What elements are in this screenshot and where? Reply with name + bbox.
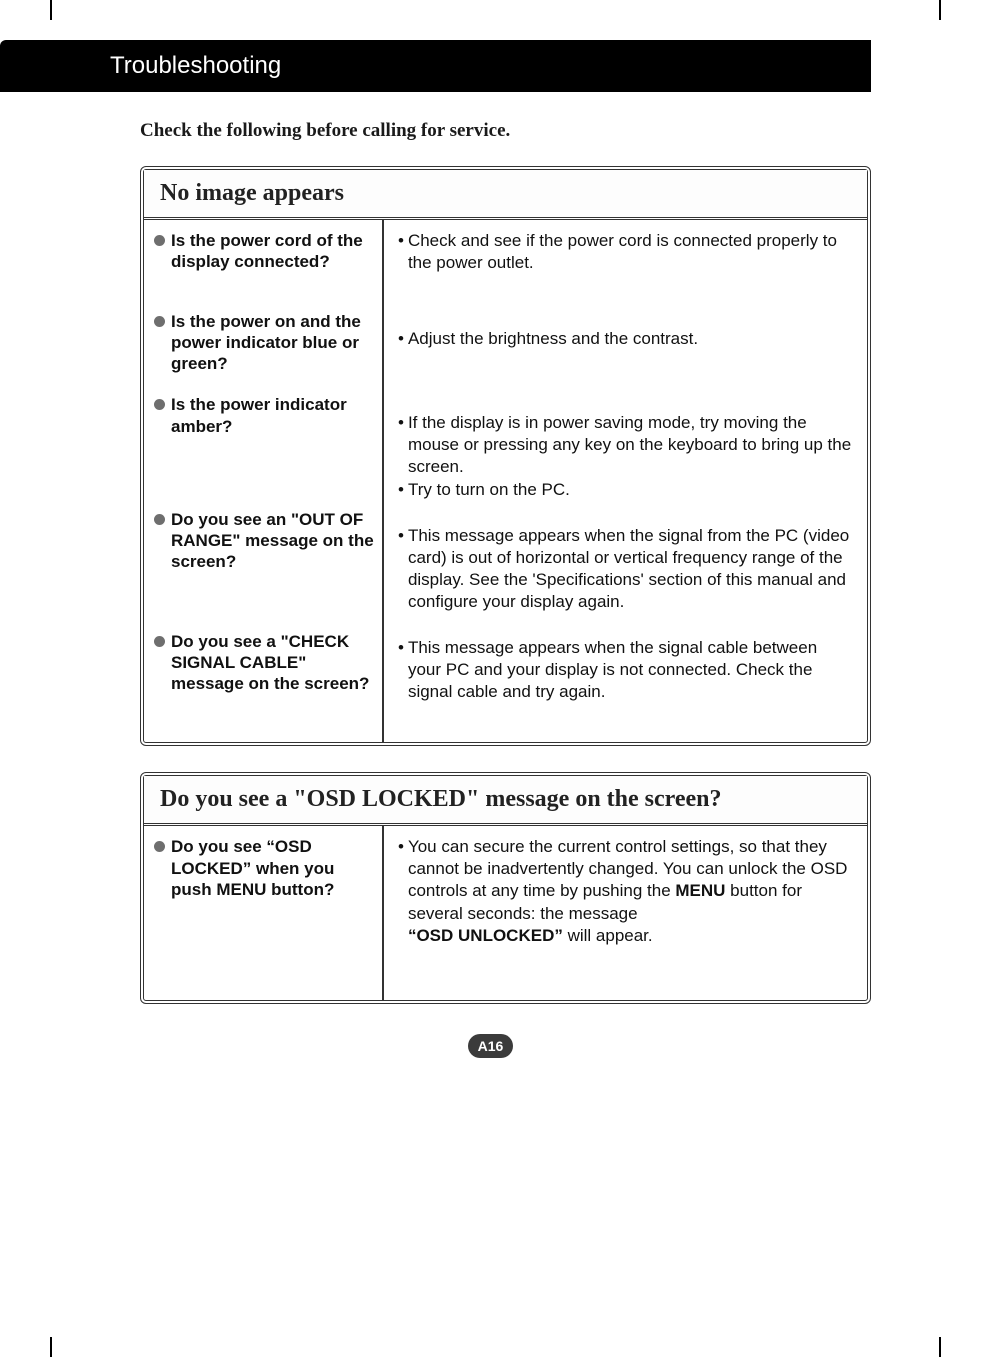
bullet-icon (154, 514, 165, 525)
a-indicator-amber-1: •If the display is in power saving mode,… (398, 412, 853, 478)
box1-header: No image appears (144, 170, 867, 220)
page-number: A16 (110, 1034, 871, 1058)
troubleshoot-box-no-image: No image appears Is the power cord of th… (140, 166, 871, 746)
a-out-of-range: •This message appears when the signal fr… (398, 525, 853, 613)
a-check-signal-cable: •This message appears when the signal ca… (398, 637, 853, 703)
box2-header: Do you see a "OSD LOCKED" message on the… (144, 776, 867, 826)
q-out-of-range: Do you see an "OUT OF RANGE" message on … (148, 509, 378, 573)
bullet-icon (154, 841, 165, 852)
intro-text: Check the following before calling for s… (140, 120, 871, 142)
q-power-cord: Is the power cord of the display connect… (148, 230, 378, 273)
q-check-signal-cable: Do you see a "CHECK SIGNAL CABLE" messag… (148, 631, 378, 695)
q-osd-locked: Do you see “OSD LOCKED” when you push ME… (148, 836, 378, 900)
page-title: Troubleshooting (0, 40, 871, 92)
bullet-icon (154, 235, 165, 246)
bullet-icon (154, 316, 165, 327)
a-indicator-amber-2: •Try to turn on the PC. (398, 479, 853, 501)
troubleshoot-box-osd-locked: Do you see a "OSD LOCKED" message on the… (140, 772, 871, 1004)
bullet-icon (154, 636, 165, 647)
bullet-icon (154, 399, 165, 410)
a-power-cord: •Check and see if the power cord is conn… (398, 230, 853, 274)
a-power-on-indicator: •Adjust the brightness and the contrast. (398, 328, 853, 350)
a-osd-locked: • You can secure the current control set… (398, 836, 853, 946)
q-indicator-amber: Is the power indicator amber? (148, 394, 378, 437)
q-power-on-indicator: Is the power on and the power indicator … (148, 311, 378, 375)
